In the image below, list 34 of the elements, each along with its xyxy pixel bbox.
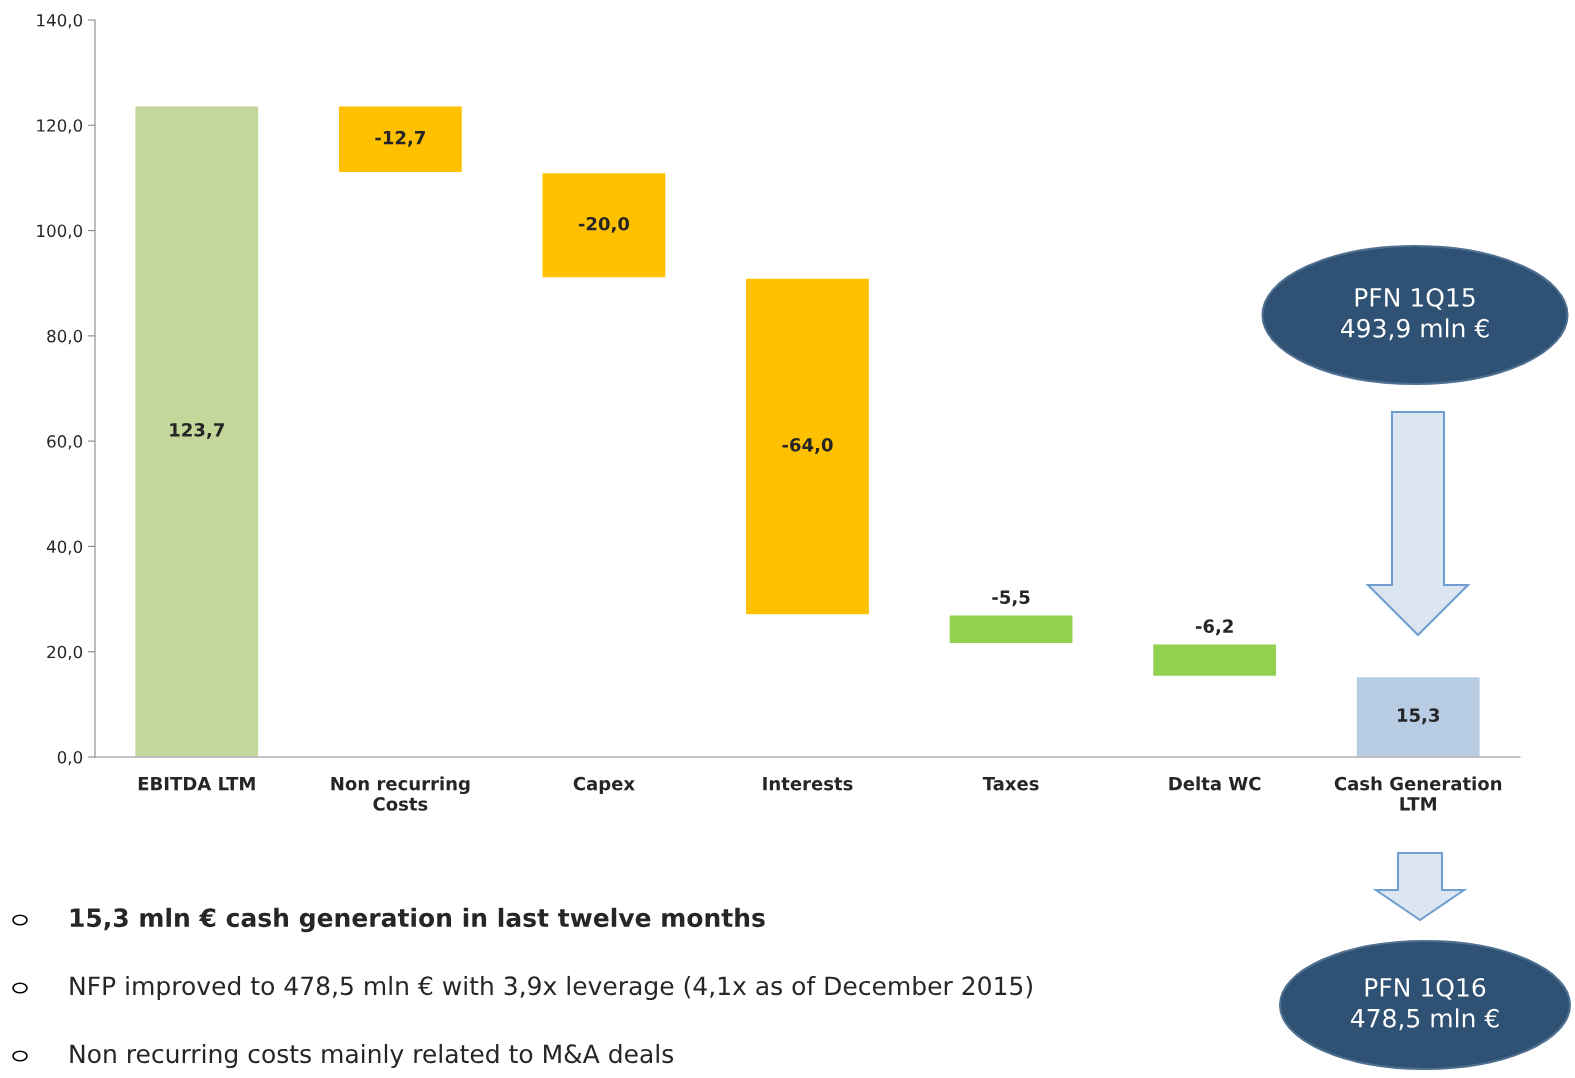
y-tick-label: 140,0 xyxy=(37,13,83,29)
y-tick-label: 40,0 xyxy=(46,540,83,555)
x-tick-label: Cash Generation LTM xyxy=(1334,776,1502,811)
x-tick-label: Non recurring Costs xyxy=(331,776,470,811)
bar xyxy=(1355,675,1481,757)
x-tick-label: EBITDA LTM xyxy=(138,777,255,791)
data-label: 15,3 xyxy=(1397,708,1440,725)
data-label: -12,7 xyxy=(375,130,425,147)
bar xyxy=(541,171,667,279)
y-tick-label: 100,0 xyxy=(37,224,83,239)
x-tick-label: Delta WC xyxy=(1169,776,1261,791)
text: NFP improved to 478,5 mln € with 3,9x leverage (4,1x as of December 2015) xyxy=(70,975,1032,1001)
data-label: -5,5 xyxy=(992,590,1030,607)
data-label: -6,2 xyxy=(1195,619,1233,636)
bar xyxy=(1151,643,1278,678)
text: Non recurring costs mainly related to M&A deals xyxy=(70,1043,674,1069)
y-tick-label: 0,0 xyxy=(57,750,83,766)
x-tick-label: Taxes xyxy=(982,777,1039,791)
bar xyxy=(337,105,464,174)
x-tick-label: Capex xyxy=(573,776,635,794)
data-label: -20,0 xyxy=(578,216,630,233)
annotation: PFN 1Q15 493,9 mln € xyxy=(1340,287,1489,341)
bar xyxy=(134,105,260,757)
data-label: 123,7 xyxy=(170,422,224,439)
bar xyxy=(948,614,1074,645)
y-tick-label: 120,0 xyxy=(37,119,83,134)
text: 15,3 mln € cash generation in last twelve months xyxy=(70,907,765,933)
x-tick-label: Interests xyxy=(763,777,853,791)
y-tick-label: 20,0 xyxy=(47,645,83,660)
data-label: -64,0 xyxy=(782,437,833,454)
y-tick-label: 80,0 xyxy=(47,329,83,345)
text: PFN 1Q16 478,5 mln € xyxy=(1350,977,1499,1031)
bar xyxy=(744,277,871,616)
y-tick-label: 60,0 xyxy=(47,435,83,450)
